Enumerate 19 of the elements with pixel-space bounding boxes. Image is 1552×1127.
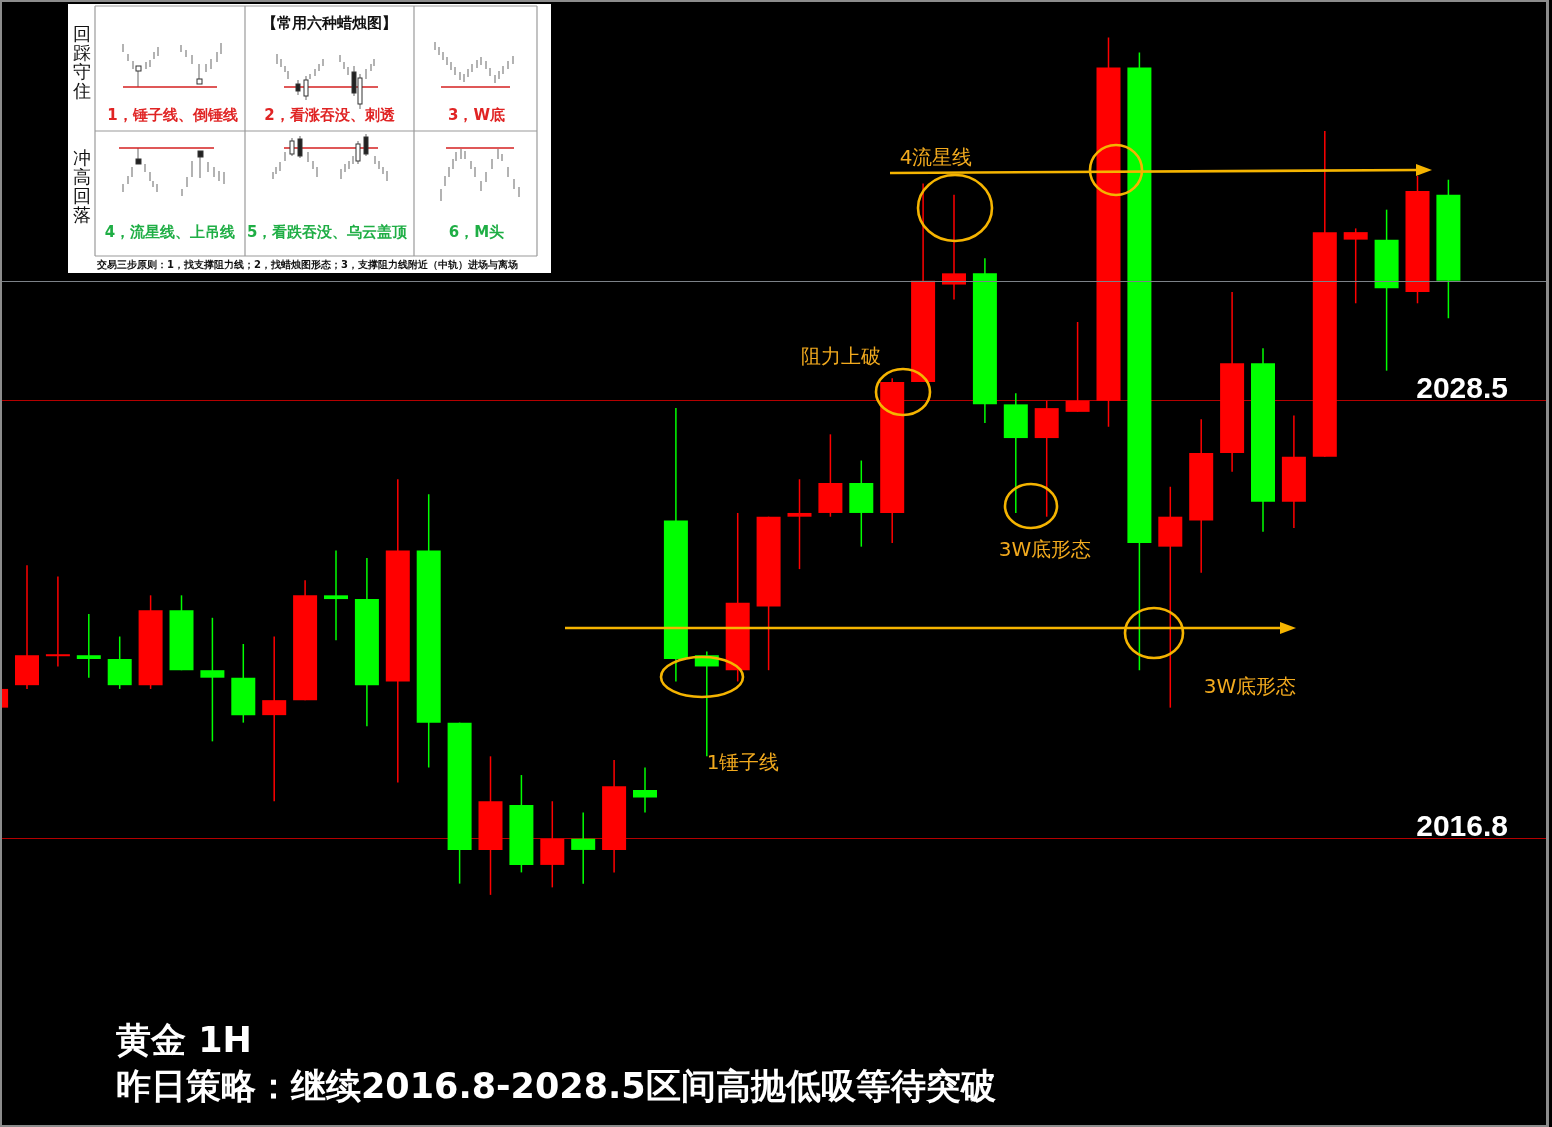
annotation: 【常用六种蜡烛图】 [261,14,398,32]
annotation: 交易三步原则：1，找支撑阻力线；2，找蜡烛图形态；3，支撑阻力线附近（中轨）进场与离场 [97,259,518,271]
annotation: 3W底形态 [998,537,1092,562]
y-tick-label: 2028.5 [1416,370,1508,404]
annotation: 2，看涨吞没、刺透 [263,106,396,124]
annotation: 4，流星线、上吊线 [103,223,237,241]
annotation: 5，看跌吞没、乌云盖顶 [247,223,408,241]
annotation: 1锤子线 [706,750,780,775]
annotation: 6，M头 [447,223,506,241]
annotation: 3W底形态 [1203,674,1297,699]
annotation: 3，W底 [447,106,506,124]
annotation: 1，锤子线、倒锤线 [106,106,239,124]
text: 黄金 1H [116,1019,252,1061]
annotation: 冲高回落 [72,147,92,225]
y-tick-label: 2016.8 [1416,808,1508,842]
annotation: 4流星线 [899,145,973,170]
annotation: 回踩守住 [72,23,92,101]
text: 昨日策略：继续2016.8-2028.5区间高抛低吸等待突破 [116,1065,996,1107]
annotation: 阻力上破 [801,344,881,369]
